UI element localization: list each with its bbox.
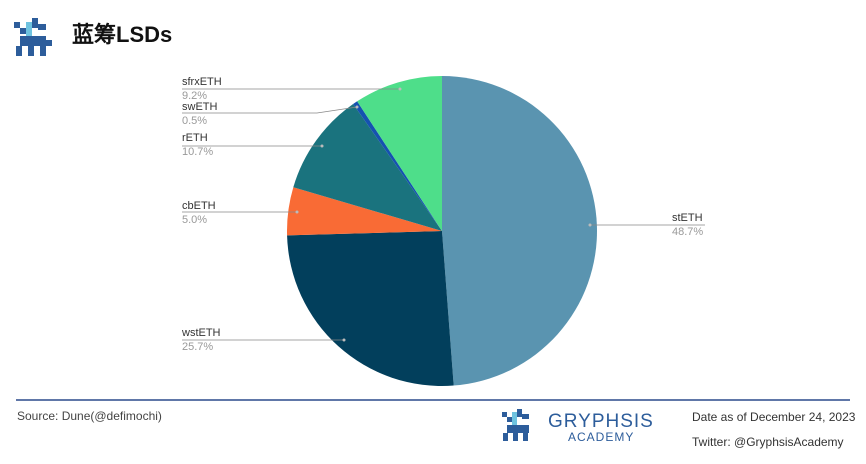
slice-value-label: 5.0%: [182, 214, 207, 226]
pie-slice: [293, 104, 442, 231]
pie-slice: [287, 231, 454, 386]
slice-value-label: 0.5%: [182, 115, 207, 127]
slice-label: sfrxETH: [182, 76, 222, 88]
leader-dot: [342, 338, 346, 342]
chart-title: 蓝筹LSDs: [72, 22, 172, 47]
pie-slice: [353, 101, 442, 232]
slice-label: wstETH: [181, 327, 221, 339]
leader-line: [182, 106, 358, 114]
leader-dot: [355, 105, 359, 109]
leader-dot: [295, 210, 299, 214]
slice-value-label: 48.7%: [672, 226, 703, 238]
date-note: Date as of December 24, 2023: [692, 410, 856, 424]
slice-value-label: 10.7%: [182, 146, 213, 158]
logo: [14, 18, 52, 56]
slice-value-label: 25.7%: [182, 341, 213, 353]
slice-label: swETH: [182, 101, 218, 113]
brand: GRYPHSIS: [548, 411, 654, 432]
slice-value-label: 9.2%: [182, 90, 207, 102]
brand-sub: ACADEMY: [568, 430, 634, 444]
pie-slice: [357, 76, 442, 231]
twitter: Twitter: @GryphsisAcademy: [692, 435, 844, 449]
slice-label: stETH: [672, 212, 703, 224]
pie: stETH 48.7% wstETH 25.7% cbETH 5.0% rETH 10.7% s…: [181, 76, 705, 386]
slice-label: cbETH: [182, 200, 216, 212]
slice-label: rETH: [182, 132, 208, 144]
leader-dot: [320, 144, 324, 148]
leader-dot: [588, 223, 592, 227]
footer-logo: [502, 409, 529, 441]
leader-dot: [398, 87, 402, 91]
source: Source: Dune(@defimochi): [17, 409, 162, 423]
pie-slice: [442, 76, 598, 386]
pie-slice: [287, 187, 442, 236]
